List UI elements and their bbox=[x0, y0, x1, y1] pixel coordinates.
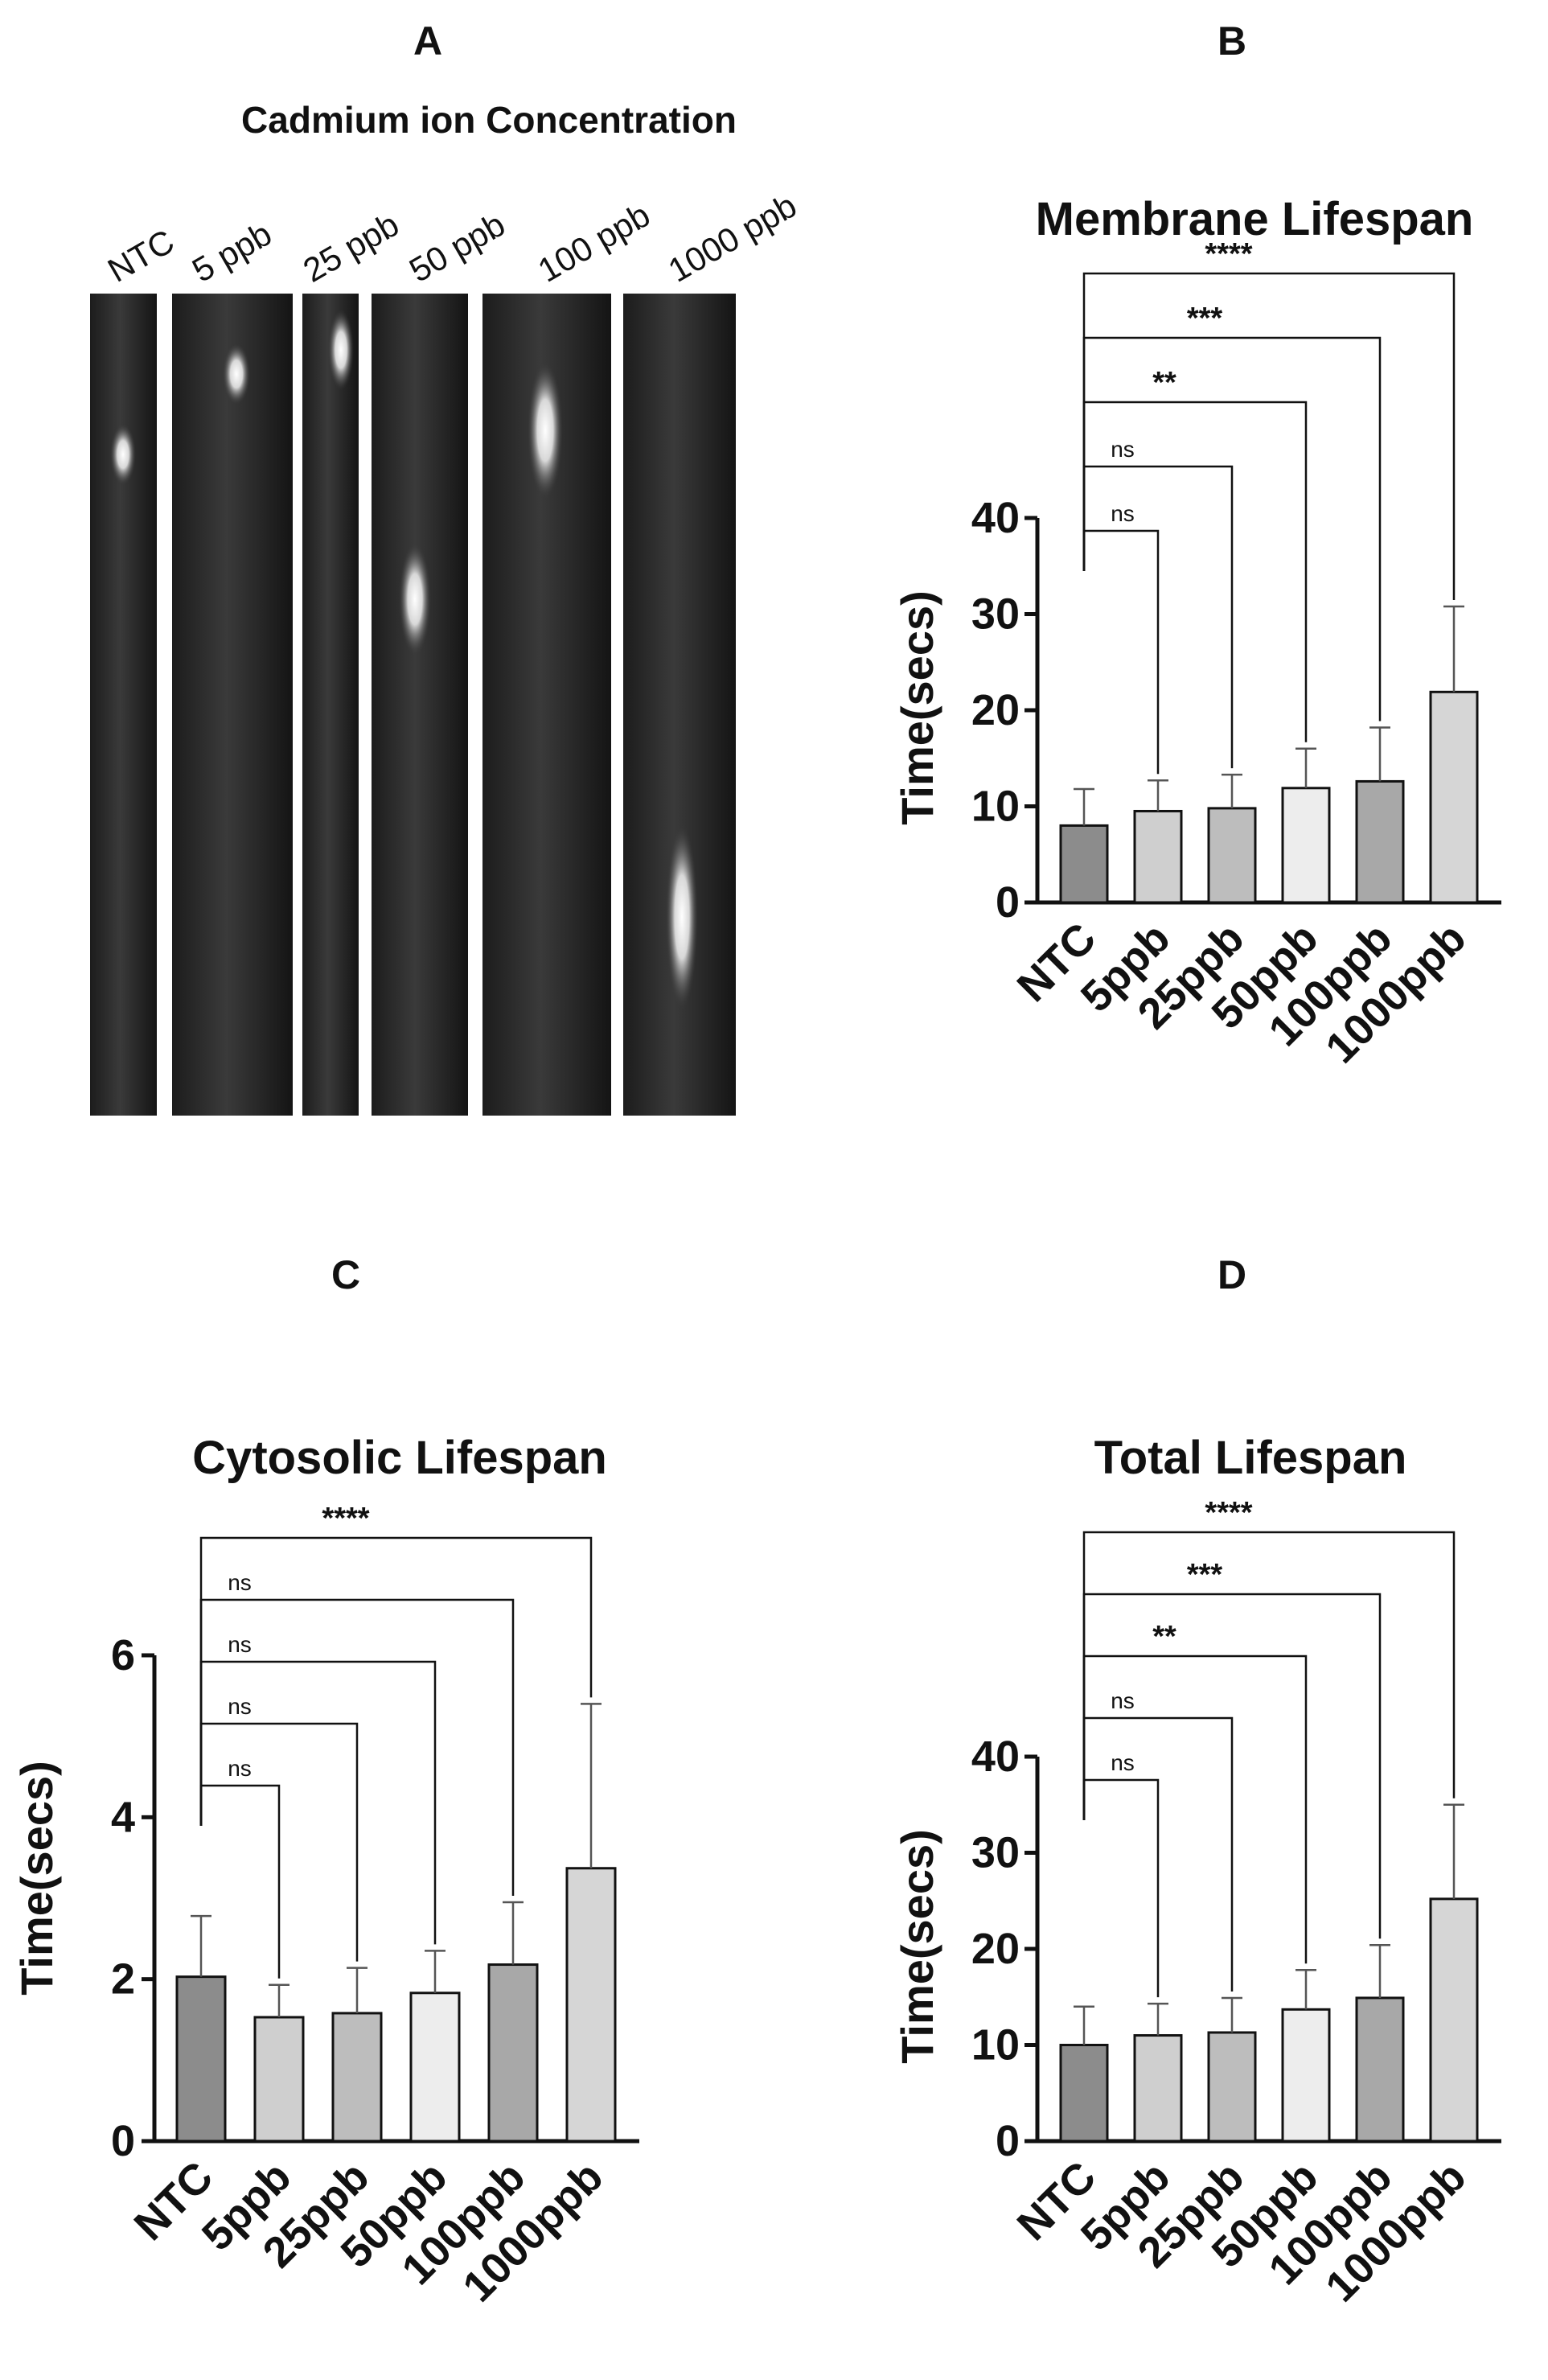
y-tick-label: 40 bbox=[971, 1733, 1020, 1781]
panel-letter-b: B bbox=[1217, 18, 1246, 64]
lane-ntc bbox=[90, 294, 157, 1116]
lane-label-100ppb: 100 ppb bbox=[532, 195, 656, 290]
lane-5ppb-spot bbox=[223, 343, 250, 405]
y-tick-label: 20 bbox=[971, 686, 1020, 734]
y-tick-label: 10 bbox=[971, 783, 1020, 831]
significance-label: **** bbox=[322, 1502, 369, 1535]
significance-label: ns bbox=[1111, 501, 1135, 526]
y-tick-label: 30 bbox=[971, 590, 1020, 639]
chart-c: Cytosolic LifespanTime(secs)0246NTC5ppb2… bbox=[11, 1432, 639, 2311]
lane-5ppb bbox=[172, 294, 293, 1116]
chart-title: Total Lifespan bbox=[1094, 1432, 1407, 1484]
y-tick-label: 0 bbox=[996, 878, 1020, 927]
bar-50ppb bbox=[409, 1992, 461, 2143]
bar-1000ppb bbox=[565, 1867, 617, 2143]
panel-letter-c: C bbox=[331, 1252, 360, 1297]
bar-5ppb bbox=[1133, 2034, 1183, 2143]
bar-100ppb bbox=[1355, 1996, 1405, 2143]
lane-label-5ppb: 5 ppb bbox=[186, 215, 278, 290]
panel-a-title: Cadmium ion Concentration bbox=[241, 99, 737, 141]
lane-25ppb-spot bbox=[328, 310, 354, 390]
significance-label: ns bbox=[1111, 1750, 1135, 1775]
significance-label: ns bbox=[1111, 437, 1135, 462]
lane-label-50ppb: 50 ppb bbox=[403, 205, 511, 290]
bar-5ppb bbox=[1133, 809, 1183, 904]
bar-25ppb bbox=[1207, 807, 1257, 904]
y-tick-label: 0 bbox=[996, 2117, 1020, 2165]
lane-1000ppb-spot bbox=[666, 824, 698, 1009]
significance-label: **** bbox=[1205, 1496, 1252, 1530]
bar-100ppb bbox=[1355, 779, 1405, 904]
lane-50ppb bbox=[372, 294, 468, 1116]
chart-title: Cytosolic Lifespan bbox=[192, 1432, 607, 1484]
lane-label-25ppb: 25 ppb bbox=[297, 205, 405, 290]
significance-label: ns bbox=[1111, 1688, 1135, 1713]
significance-bracket bbox=[199, 1536, 593, 1826]
chart-d: Total LifespanTime(secs)010203040NTC5ppb… bbox=[892, 1432, 1501, 2311]
significance-label: ns bbox=[228, 1694, 252, 1719]
bar-ntc bbox=[1059, 824, 1109, 904]
bar-25ppb bbox=[1207, 2031, 1257, 2143]
significance-label: ns bbox=[228, 1756, 252, 1781]
panel-letter-a: A bbox=[413, 18, 442, 64]
significance-bracket bbox=[1082, 529, 1160, 775]
y-axis-title: Time(secs) bbox=[892, 1829, 942, 2064]
y-tick-label: 40 bbox=[971, 494, 1020, 542]
chart-title: Membrane Lifespan bbox=[1036, 193, 1474, 245]
bar-1000ppb bbox=[1429, 1897, 1479, 2143]
bar-1000ppb bbox=[1429, 690, 1479, 904]
y-tick-label: 4 bbox=[111, 1793, 135, 1841]
bar-25ppb bbox=[331, 2012, 383, 2143]
significance-label: *** bbox=[1187, 1558, 1223, 1592]
bar-ntc bbox=[175, 1975, 227, 2143]
y-axis-title: Time(secs) bbox=[11, 1761, 62, 1996]
lane-label-1000ppb: 1000 ppb bbox=[662, 186, 803, 289]
bar-100ppb bbox=[487, 1963, 539, 2143]
y-tick-label: 2 bbox=[111, 1955, 135, 2004]
lane-label-ntc: NTC bbox=[101, 222, 180, 290]
panel-letter-d: D bbox=[1217, 1252, 1246, 1297]
significance-bracket bbox=[199, 1784, 281, 1979]
lane-ntc-spot bbox=[110, 424, 136, 485]
significance-label: ns bbox=[228, 1570, 252, 1595]
significance-bracket bbox=[1082, 1778, 1160, 1998]
significance-label: ** bbox=[1152, 366, 1176, 400]
bar-5ppb bbox=[253, 2016, 305, 2143]
bar-50ppb bbox=[1281, 787, 1331, 904]
chart-b: Membrane LifespanTime(secs)010203040NTC5… bbox=[892, 193, 1501, 1072]
bar-50ppb bbox=[1281, 2008, 1331, 2143]
significance-label: ns bbox=[228, 1632, 252, 1657]
y-tick-label: 6 bbox=[111, 1631, 135, 1679]
y-tick-label: 20 bbox=[971, 1925, 1020, 1973]
significance-label: **** bbox=[1205, 237, 1252, 271]
lane-100ppb-spot bbox=[528, 362, 563, 499]
lane-50ppb-spot bbox=[399, 543, 431, 656]
bar-ntc bbox=[1059, 2044, 1109, 2143]
y-axis-title: Time(secs) bbox=[892, 590, 942, 825]
lane-25ppb bbox=[302, 294, 359, 1116]
y-tick-label: 30 bbox=[971, 1829, 1020, 1877]
significance-label: ** bbox=[1152, 1620, 1176, 1654]
significance-label: *** bbox=[1187, 302, 1223, 335]
panel-a-kymographs: Cadmium ion Concentration NTC 5 ppb 25 p… bbox=[90, 99, 803, 1116]
significance-bracket bbox=[1082, 1531, 1456, 1820]
y-tick-label: 0 bbox=[111, 2117, 135, 2165]
significance-bracket bbox=[1082, 272, 1456, 600]
y-tick-label: 10 bbox=[971, 2021, 1020, 2070]
